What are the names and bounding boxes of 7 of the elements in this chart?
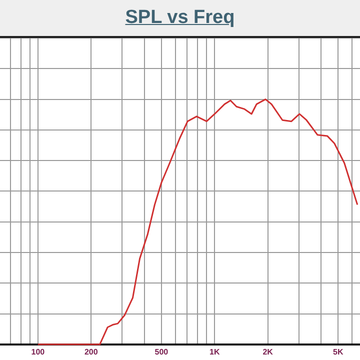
x-tick-label: 500 <box>154 347 169 356</box>
x-tick-label: 2K <box>262 347 274 356</box>
x-tick-label: 1K <box>210 347 220 356</box>
x-tick-label: 100 <box>31 347 46 356</box>
x-tick-label: 5K <box>333 347 344 356</box>
chart-title: SPL vs Freq <box>0 0 360 38</box>
x-tick-label: 200 <box>84 347 98 356</box>
